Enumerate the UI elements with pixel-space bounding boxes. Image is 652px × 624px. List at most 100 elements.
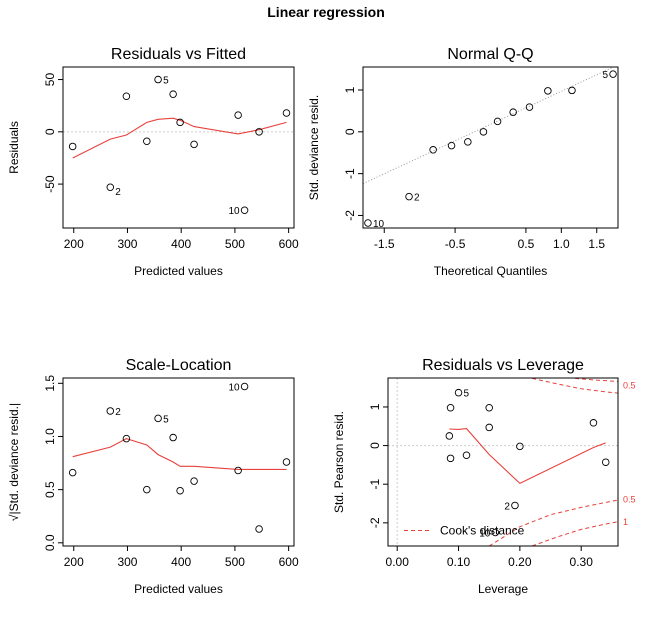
x-tick-label: 0.10 [447,555,471,569]
data-point [544,87,552,95]
x-tick-label: -0.5 [445,237,466,251]
plot-area-sl [72,438,287,470]
plot-area-rvf [63,117,294,159]
x-axis-label: Predicted values [134,264,223,278]
point-label: 5 [464,389,470,400]
plot-area-rvl [388,378,618,546]
data-point [255,525,263,533]
data-point [405,192,413,201]
panel-title: Scale-Location [126,357,232,374]
y-tick-label: -50 [43,175,57,193]
x-tick-label: 500 [225,555,245,569]
smoother-line [72,438,287,470]
data-point [429,146,437,154]
qq-reference-line [363,67,615,185]
point-label: 5 [163,76,169,87]
data-point [493,117,502,126]
legend-label: Cook's distance [440,524,525,538]
data-point [568,86,576,95]
x-tick-label: 200 [64,237,84,251]
x-tick-label: 0.30 [570,555,594,569]
x-tick-label: 0.5 [518,237,535,251]
data-point [143,485,151,494]
x-tick-label: 0.00 [386,555,410,569]
data-point [176,486,184,495]
data-point [68,468,77,477]
plot-frame [62,377,295,547]
data-point [447,141,456,150]
point-label: 2 [115,187,121,198]
data-point [106,407,115,415]
x-tick-label: 300 [117,237,137,251]
data-point [282,109,291,117]
cooks-level-label: 0.5 [623,495,636,505]
x-tick-label: 1.0 [553,237,570,251]
y-tick-label: -2 [368,517,382,528]
cooks-distance-curve [488,499,618,546]
y-axis-label: Std. deviance resid. [307,95,321,200]
plot-frame [62,66,295,229]
cooks-level-label: 1 [623,517,628,527]
y-axis-label: Residuals [7,121,21,174]
panel-title: Normal Q-Q [447,46,533,63]
y-axis-label: √|Std. deviance resid.| [7,403,21,521]
data-point [106,183,115,191]
x-tick-label: 300 [117,555,137,569]
data-point [154,414,162,423]
data-point [234,466,242,475]
x-axis-label: Predicted values [134,582,223,596]
y-tick-label: 1.5 [43,375,57,392]
y-tick-label: 1 [343,86,357,93]
point-label: 2 [504,501,510,512]
data-point [485,403,493,412]
data-point [445,432,454,440]
cooks-level-label: 0.5 [623,381,636,391]
data-point [240,206,249,214]
smoother-line [449,428,606,485]
smoother-line [72,117,287,159]
y-axis-label: Std. Pearson resid. [332,411,346,513]
x-tick-label: 400 [171,555,191,569]
point-label: 2 [414,193,420,204]
plot-frame [387,377,619,547]
data-point [68,142,77,151]
point-label: 10 [228,206,240,217]
x-tick-label: 400 [171,237,191,251]
data-point [485,423,493,432]
cooks-distance-curve [575,378,618,382]
data-point [240,382,249,391]
data-point [509,108,517,116]
data-point [169,433,177,442]
y-tick-label: 0 [43,128,57,135]
x-tick-label: 600 [279,237,299,251]
data-point [190,140,198,149]
y-tick-label: 0 [343,128,357,135]
point-label: 5 [602,70,608,81]
data-point [446,454,455,463]
y-tick-label: 0.0 [43,534,57,551]
data-point [511,501,519,510]
y-tick-label: -1 [368,479,382,490]
figure-title: Linear regression [267,4,385,20]
data-point [176,118,184,127]
data-point [454,388,463,397]
x-tick-label: 200 [64,555,84,569]
data-point [464,138,472,146]
cooks-distance-curve [531,521,618,546]
data-point [364,219,372,227]
y-tick-label: -1 [343,168,357,179]
y-tick-label: 0.5 [43,481,57,498]
data-point [255,128,263,136]
data-point [491,528,500,537]
x-tick-label: 600 [279,555,299,569]
data-point [122,434,131,443]
panel-qq: Normal Q-Q 5 2 10 -1.5 -0.5 0.5 1.0 1.5 -2 -1 0 1 The… [307,46,619,278]
cooks-distance-curve [531,378,618,394]
plot-frame [362,66,619,229]
data-point [190,477,198,485]
data-point [462,451,471,459]
point-label: 10 [373,219,385,230]
